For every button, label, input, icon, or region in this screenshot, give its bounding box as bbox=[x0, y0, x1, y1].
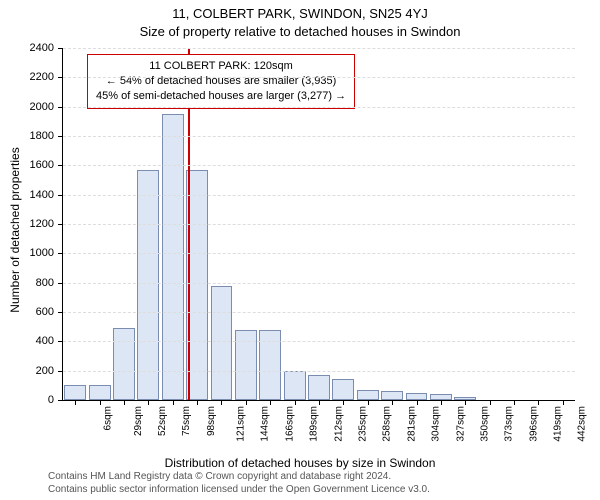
gridline bbox=[63, 224, 575, 225]
y-tick-label: 1200 bbox=[30, 218, 54, 230]
y-ticks: 0200400600800100012001400160018002000220… bbox=[0, 48, 58, 400]
x-tick-label: 121sqm bbox=[236, 406, 247, 442]
bar bbox=[235, 330, 257, 400]
gridline bbox=[63, 283, 575, 284]
footer-attribution: Contains HM Land Registry data © Crown c… bbox=[48, 471, 430, 496]
bar bbox=[211, 286, 233, 400]
gridline bbox=[63, 107, 575, 108]
plot-area: 11 COLBERT PARK: 120sqm ← 54% of detache… bbox=[62, 48, 575, 401]
y-tick-label: 2400 bbox=[30, 42, 54, 54]
x-tick-label: 373sqm bbox=[504, 406, 515, 442]
gridline bbox=[63, 341, 575, 342]
gridline bbox=[63, 312, 575, 313]
bar bbox=[332, 379, 354, 400]
x-ticks: 6sqm 29sqm 52sqm 75sqm 98sqm 121sqm 144sqm 166s… bbox=[62, 400, 574, 448]
footer-line-2: Contains public sector information licen… bbox=[48, 484, 430, 497]
x-tick-label: 304sqm bbox=[431, 406, 442, 442]
y-tick-label: 200 bbox=[36, 365, 54, 377]
y-tick-label: 1600 bbox=[30, 159, 54, 171]
x-tick-label: 75sqm bbox=[181, 406, 192, 436]
figure: 11, COLBERT PARK, SWINDON, SN25 4YJ Size… bbox=[0, 0, 600, 500]
x-tick-label: 327sqm bbox=[455, 406, 466, 442]
x-tick-label: 258sqm bbox=[382, 406, 393, 442]
x-tick-label: 6sqm bbox=[103, 406, 114, 430]
gridline bbox=[63, 371, 575, 372]
annotation-box: 11 COLBERT PARK: 120sqm ← 54% of detache… bbox=[87, 54, 355, 109]
x-tick-label: 29sqm bbox=[133, 406, 144, 436]
bar bbox=[89, 385, 111, 400]
annotation-line-3: 45% of semi-detached houses are larger (… bbox=[96, 89, 346, 104]
x-tick-label: 166sqm bbox=[284, 406, 295, 442]
x-tick-label: 235sqm bbox=[358, 406, 369, 442]
gridline bbox=[63, 165, 575, 166]
bar bbox=[406, 393, 428, 400]
annotation-line-1: 11 COLBERT PARK: 120sqm bbox=[96, 59, 346, 74]
x-tick-label: 442sqm bbox=[577, 406, 588, 442]
y-tick-label: 0 bbox=[48, 394, 54, 406]
y-tick-label: 1400 bbox=[30, 189, 54, 201]
y-tick-label: 800 bbox=[36, 277, 54, 289]
x-tick-label: 212sqm bbox=[333, 406, 344, 442]
bar bbox=[137, 170, 159, 400]
y-tick-label: 1800 bbox=[30, 130, 54, 142]
y-tick-label: 1000 bbox=[30, 247, 54, 259]
x-tick-label: 281sqm bbox=[406, 406, 417, 442]
bar bbox=[113, 328, 135, 400]
x-tick-label: 144sqm bbox=[260, 406, 271, 442]
gridline bbox=[63, 77, 575, 78]
chart-title-sub: Size of property relative to detached ho… bbox=[0, 24, 600, 39]
gridline bbox=[63, 253, 575, 254]
bar bbox=[259, 330, 281, 400]
chart-title-main: 11, COLBERT PARK, SWINDON, SN25 4YJ bbox=[0, 6, 600, 21]
x-tick-label: 350sqm bbox=[479, 406, 490, 442]
bar bbox=[308, 375, 330, 400]
gridline bbox=[63, 195, 575, 196]
gridline bbox=[63, 136, 575, 137]
bar bbox=[381, 391, 403, 400]
gridline bbox=[63, 48, 575, 49]
y-tick-label: 2000 bbox=[30, 101, 54, 113]
x-axis-label: Distribution of detached houses by size … bbox=[0, 456, 600, 470]
bar bbox=[162, 114, 184, 400]
y-tick-label: 600 bbox=[36, 306, 54, 318]
bar bbox=[357, 390, 379, 400]
bar bbox=[284, 371, 306, 400]
x-tick-label: 396sqm bbox=[528, 406, 539, 442]
footer-line-1: Contains HM Land Registry data © Crown c… bbox=[48, 471, 430, 484]
x-tick-label: 189sqm bbox=[309, 406, 320, 442]
x-tick-label: 419sqm bbox=[553, 406, 564, 442]
x-tick-label: 52sqm bbox=[157, 406, 168, 436]
annotation-line-2: ← 54% of detached houses are smaller (3,… bbox=[96, 74, 346, 89]
y-tick-label: 2200 bbox=[30, 71, 54, 83]
x-tick-label: 98sqm bbox=[206, 406, 217, 436]
bar bbox=[64, 385, 86, 400]
y-tick-label: 400 bbox=[36, 335, 54, 347]
